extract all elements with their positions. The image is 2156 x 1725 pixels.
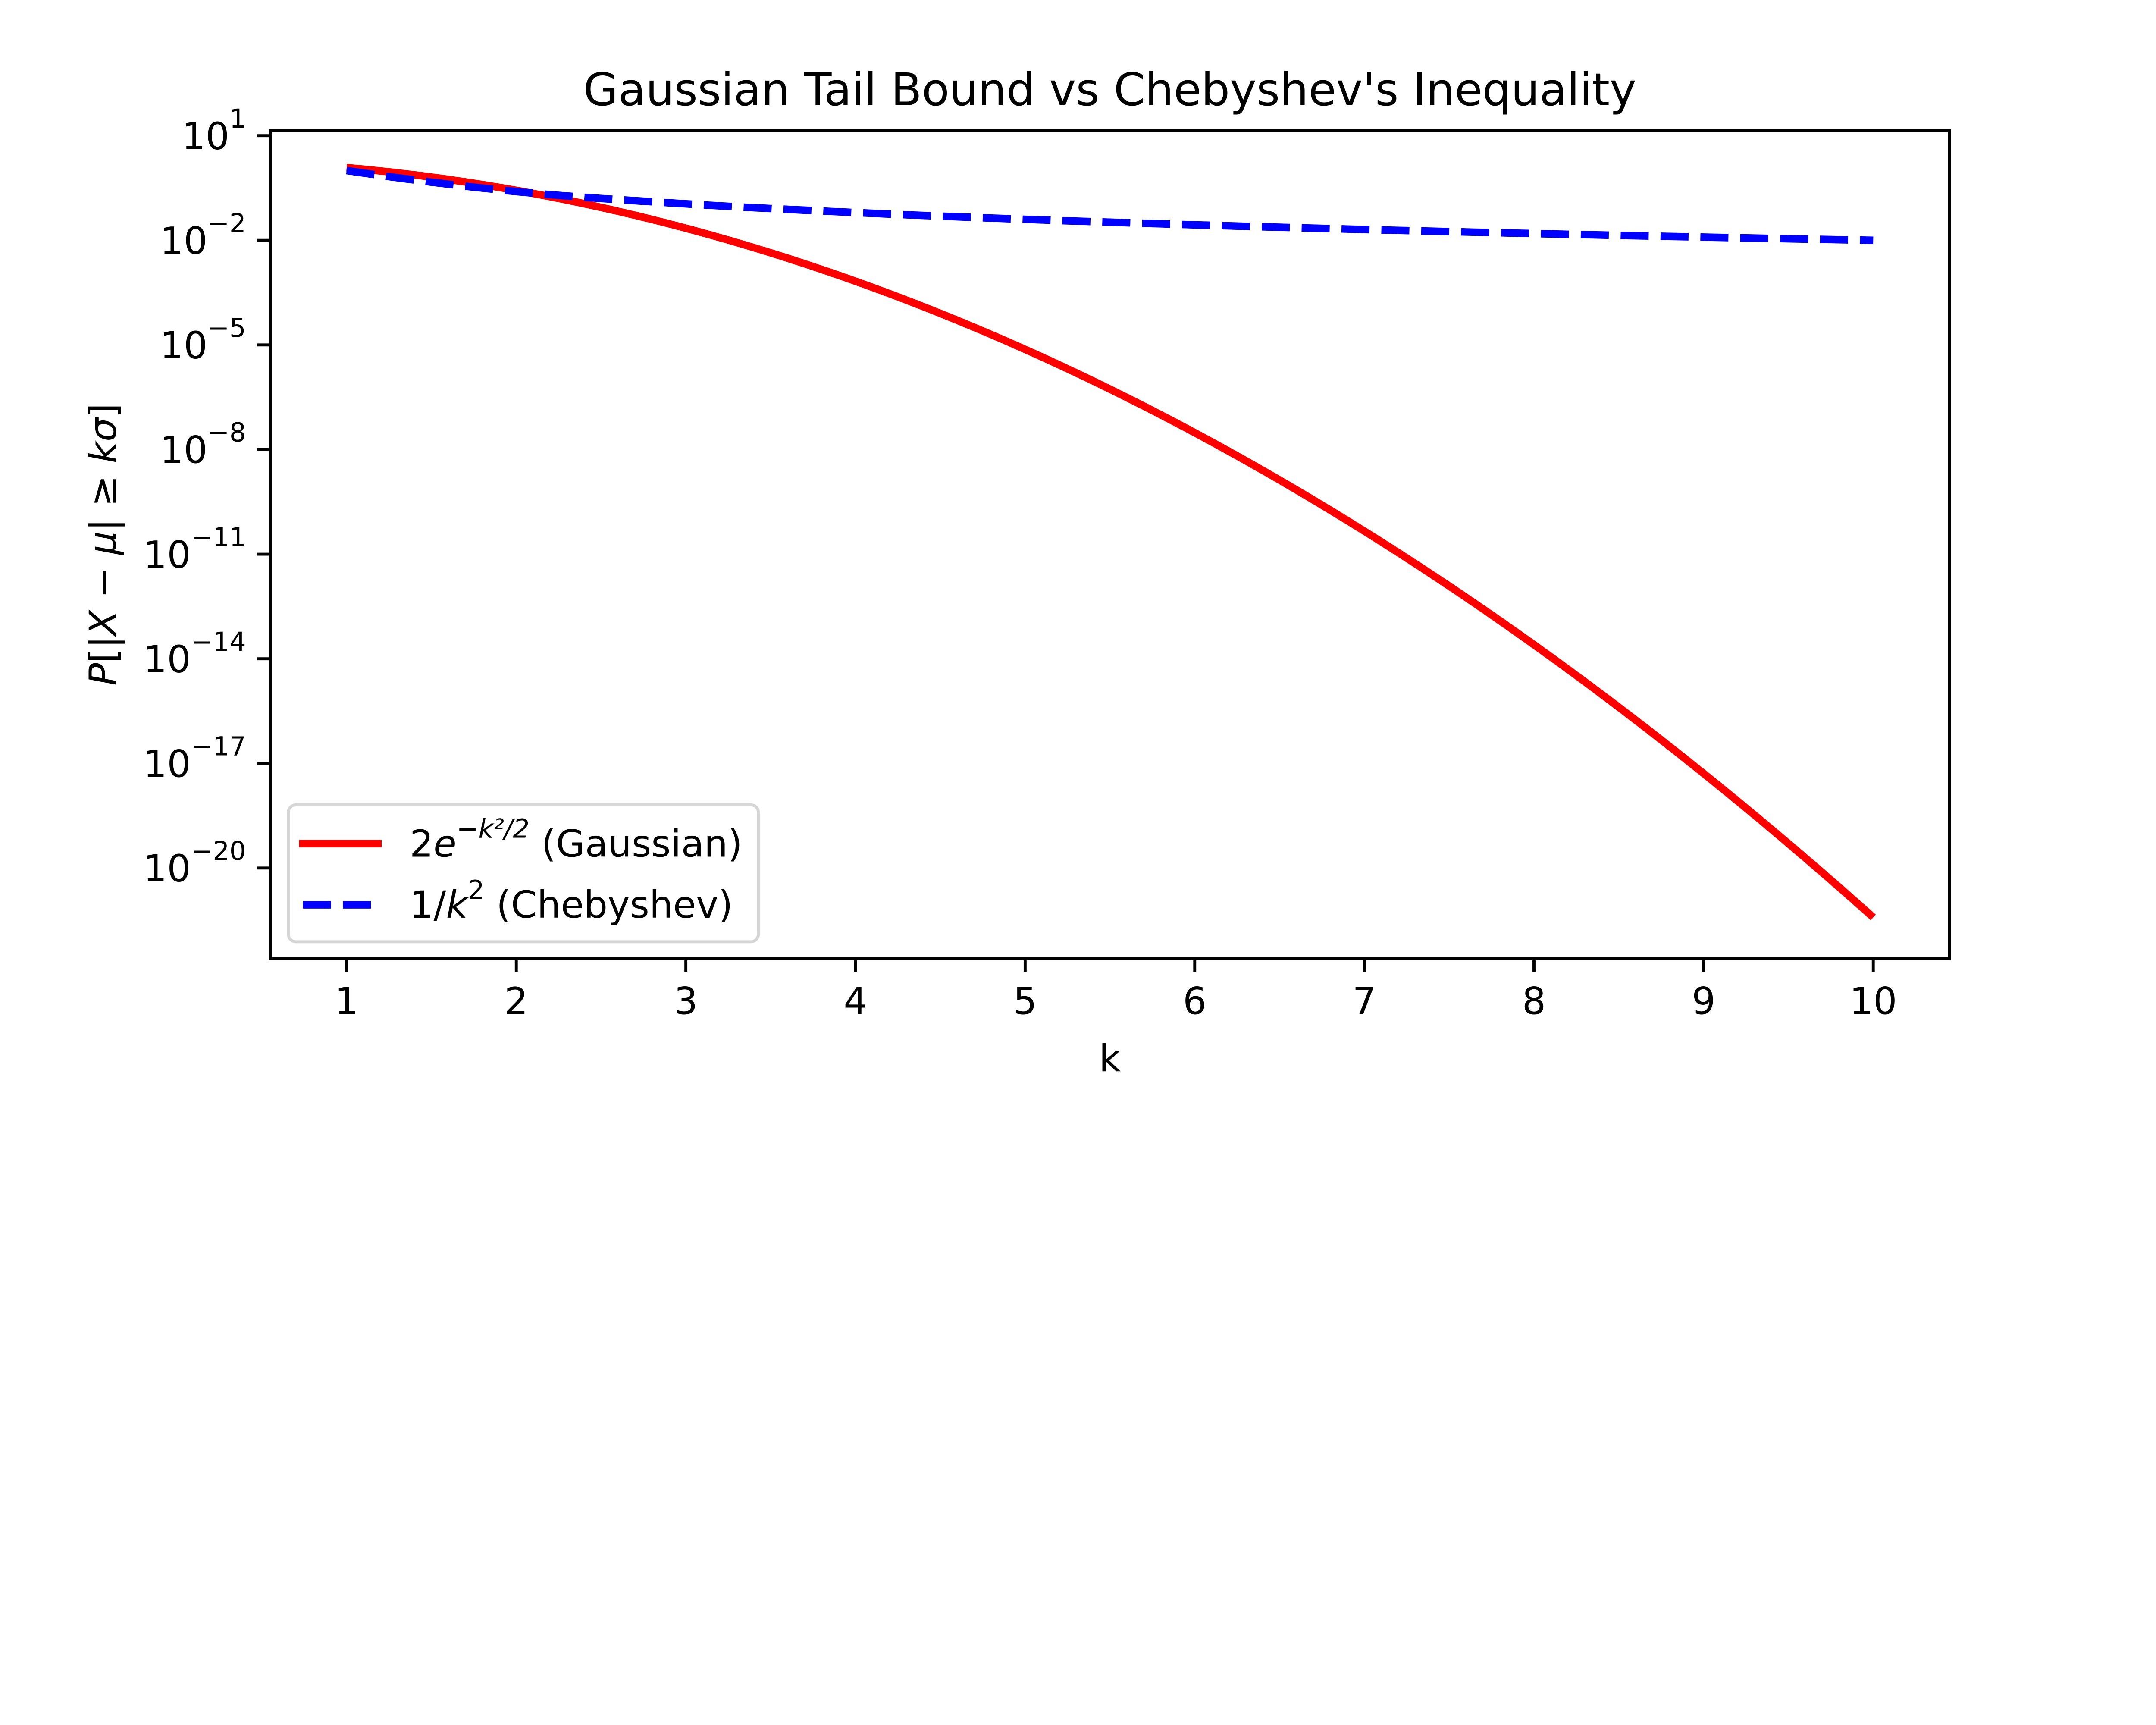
legend-chebyshev-k: k [446, 883, 470, 927]
legend-gaussian-label: 2e−k²/2 (Gaussian) [410, 814, 743, 866]
axes-frame [269, 129, 1951, 960]
x-tick-label: 5 [1013, 979, 1037, 1023]
chart-title: Gaussian Tail Bound vs Chebyshev's Inequ… [583, 63, 1636, 116]
y-tick-label: 10−14 [143, 627, 246, 681]
chebyshev-line [346, 166, 1874, 244]
y-label-sigma: σ [81, 417, 125, 442]
y-tick-label: 10−20 [143, 836, 246, 891]
series-layer [346, 163, 1876, 920]
gaussian-line [346, 163, 1876, 920]
ticks-layer: 1 2 3 4 5 6 7 8 9 1010110−210−510−810−1110−1410−1… [143, 104, 1897, 1023]
x-tick-label: 3 [674, 979, 698, 1023]
legend: 2e−k²/2 (Gaussian) 1/k2 (Chebyshev) [287, 803, 760, 944]
y-tick-exponent: −5 [207, 313, 246, 343]
legend-chebyshev-exponent: 2 [468, 875, 485, 905]
legend-gaussian-exponent: −k²/2 [457, 814, 530, 844]
x-axis-label: k [1099, 1037, 1121, 1078]
y-label-mu: μ [81, 531, 125, 556]
legend-gaussian-coef: 2 [410, 822, 433, 866]
y-axis-label: P[|X − μ| ≥ kσ] [81, 403, 125, 686]
x-tick-label: 6 [1183, 979, 1206, 1023]
legend-gaussian-suffix: (Gaussian) [530, 822, 743, 866]
y-tick-base: 10 [182, 115, 230, 158]
x-tick-label: 8 [1522, 979, 1546, 1023]
y-tick-label: 10−5 [160, 313, 246, 367]
y-label-k: k [81, 440, 125, 463]
y-tick-base: 10 [143, 533, 191, 577]
y-label-minus: − [81, 555, 125, 610]
y-tick-label: 10−17 [143, 732, 246, 786]
y-tick-label: 10−8 [160, 418, 246, 472]
y-label-open: [| [81, 636, 125, 663]
y-tick-base: 10 [143, 638, 191, 681]
y-tick-exponent: −14 [191, 627, 246, 657]
y-tick-exponent: 1 [229, 104, 246, 134]
y-tick-exponent: −8 [207, 418, 246, 448]
legend-chebyshev-suffix: (Chebyshev) [484, 883, 733, 927]
chart: Gaussian Tail Bound vs Chebyshev's Inequ… [81, 63, 1951, 1078]
y-tick-label: 10−2 [160, 208, 246, 263]
y-label-abs-close: | ≥ [81, 463, 125, 531]
y-label-close: ] [81, 403, 125, 418]
x-tick-label: 4 [843, 979, 867, 1023]
x-tick-label: 7 [1352, 979, 1376, 1023]
x-tick-label: 2 [505, 979, 528, 1023]
legend-box [287, 803, 760, 944]
y-tick-label: 101 [182, 104, 246, 158]
y-tick-base: 10 [160, 429, 208, 472]
y-tick-exponent: −11 [191, 522, 246, 552]
y-tick-label: 10−11 [143, 522, 246, 577]
legend-gaussian-e: e [433, 822, 456, 866]
x-tick-label: 10 [1849, 979, 1897, 1023]
y-label-x: X [81, 609, 125, 637]
legend-chebyshev-label: 1/k2 (Chebyshev) [410, 875, 733, 927]
y-tick-base: 10 [143, 847, 191, 891]
x-tick-label: 9 [1692, 979, 1715, 1023]
y-tick-base: 10 [143, 743, 191, 786]
y-tick-exponent: −2 [207, 208, 246, 238]
legend-chebyshev-main: 1/ [410, 883, 446, 927]
x-tick-label: 1 [335, 979, 358, 1023]
y-tick-exponent: −17 [191, 732, 246, 762]
y-label-p: P [81, 663, 125, 686]
y-tick-exponent: −20 [191, 836, 246, 866]
y-tick-base: 10 [160, 219, 208, 263]
y-tick-base: 10 [160, 324, 208, 367]
